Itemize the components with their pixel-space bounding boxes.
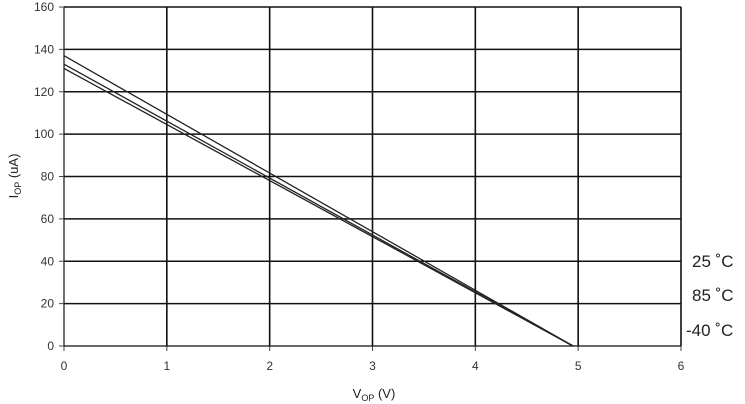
y-tick-label: 120 <box>34 85 54 99</box>
legend-entry-minus40c: -40 ˚C <box>686 321 733 340</box>
x-tick-label: 3 <box>369 359 376 373</box>
series-lines <box>63 55 574 347</box>
y-tick-label: 100 <box>34 127 54 141</box>
x-tick-label: 2 <box>266 359 273 373</box>
y-tick-label: 140 <box>34 42 54 56</box>
series-line-2 <box>63 67 574 347</box>
legend-entry-85c: 85 ˚C <box>692 286 734 305</box>
grid <box>59 6 682 351</box>
x-tick-label: 0 <box>61 359 68 373</box>
y-axis-label: IOP (uA) <box>6 154 23 199</box>
x-tick-label: 6 <box>678 359 685 373</box>
y-tick-labels: 0 20 40 60 80 100 120 140 160 <box>34 0 54 353</box>
y-tick-label: 160 <box>34 0 54 14</box>
x-tick-label: 1 <box>163 359 170 373</box>
x-tick-label: 5 <box>575 359 582 373</box>
y-tick-label: 80 <box>41 170 55 184</box>
y-tick-label: 40 <box>41 254 55 268</box>
y-tick-label: 60 <box>41 212 55 226</box>
y-tick-label: 20 <box>41 297 55 311</box>
x-tick-labels: 0 1 2 3 4 5 6 <box>61 359 685 373</box>
y-tick-label: 0 <box>47 339 54 353</box>
series-line-0 <box>63 55 574 347</box>
legend: 25 ˚C 85 ˚C -40 ˚C <box>686 252 734 340</box>
legend-entry-25c: 25 ˚C <box>692 252 734 271</box>
x-tick-label: 4 <box>472 359 479 373</box>
x-axis-label: VOP (V) <box>353 386 396 403</box>
